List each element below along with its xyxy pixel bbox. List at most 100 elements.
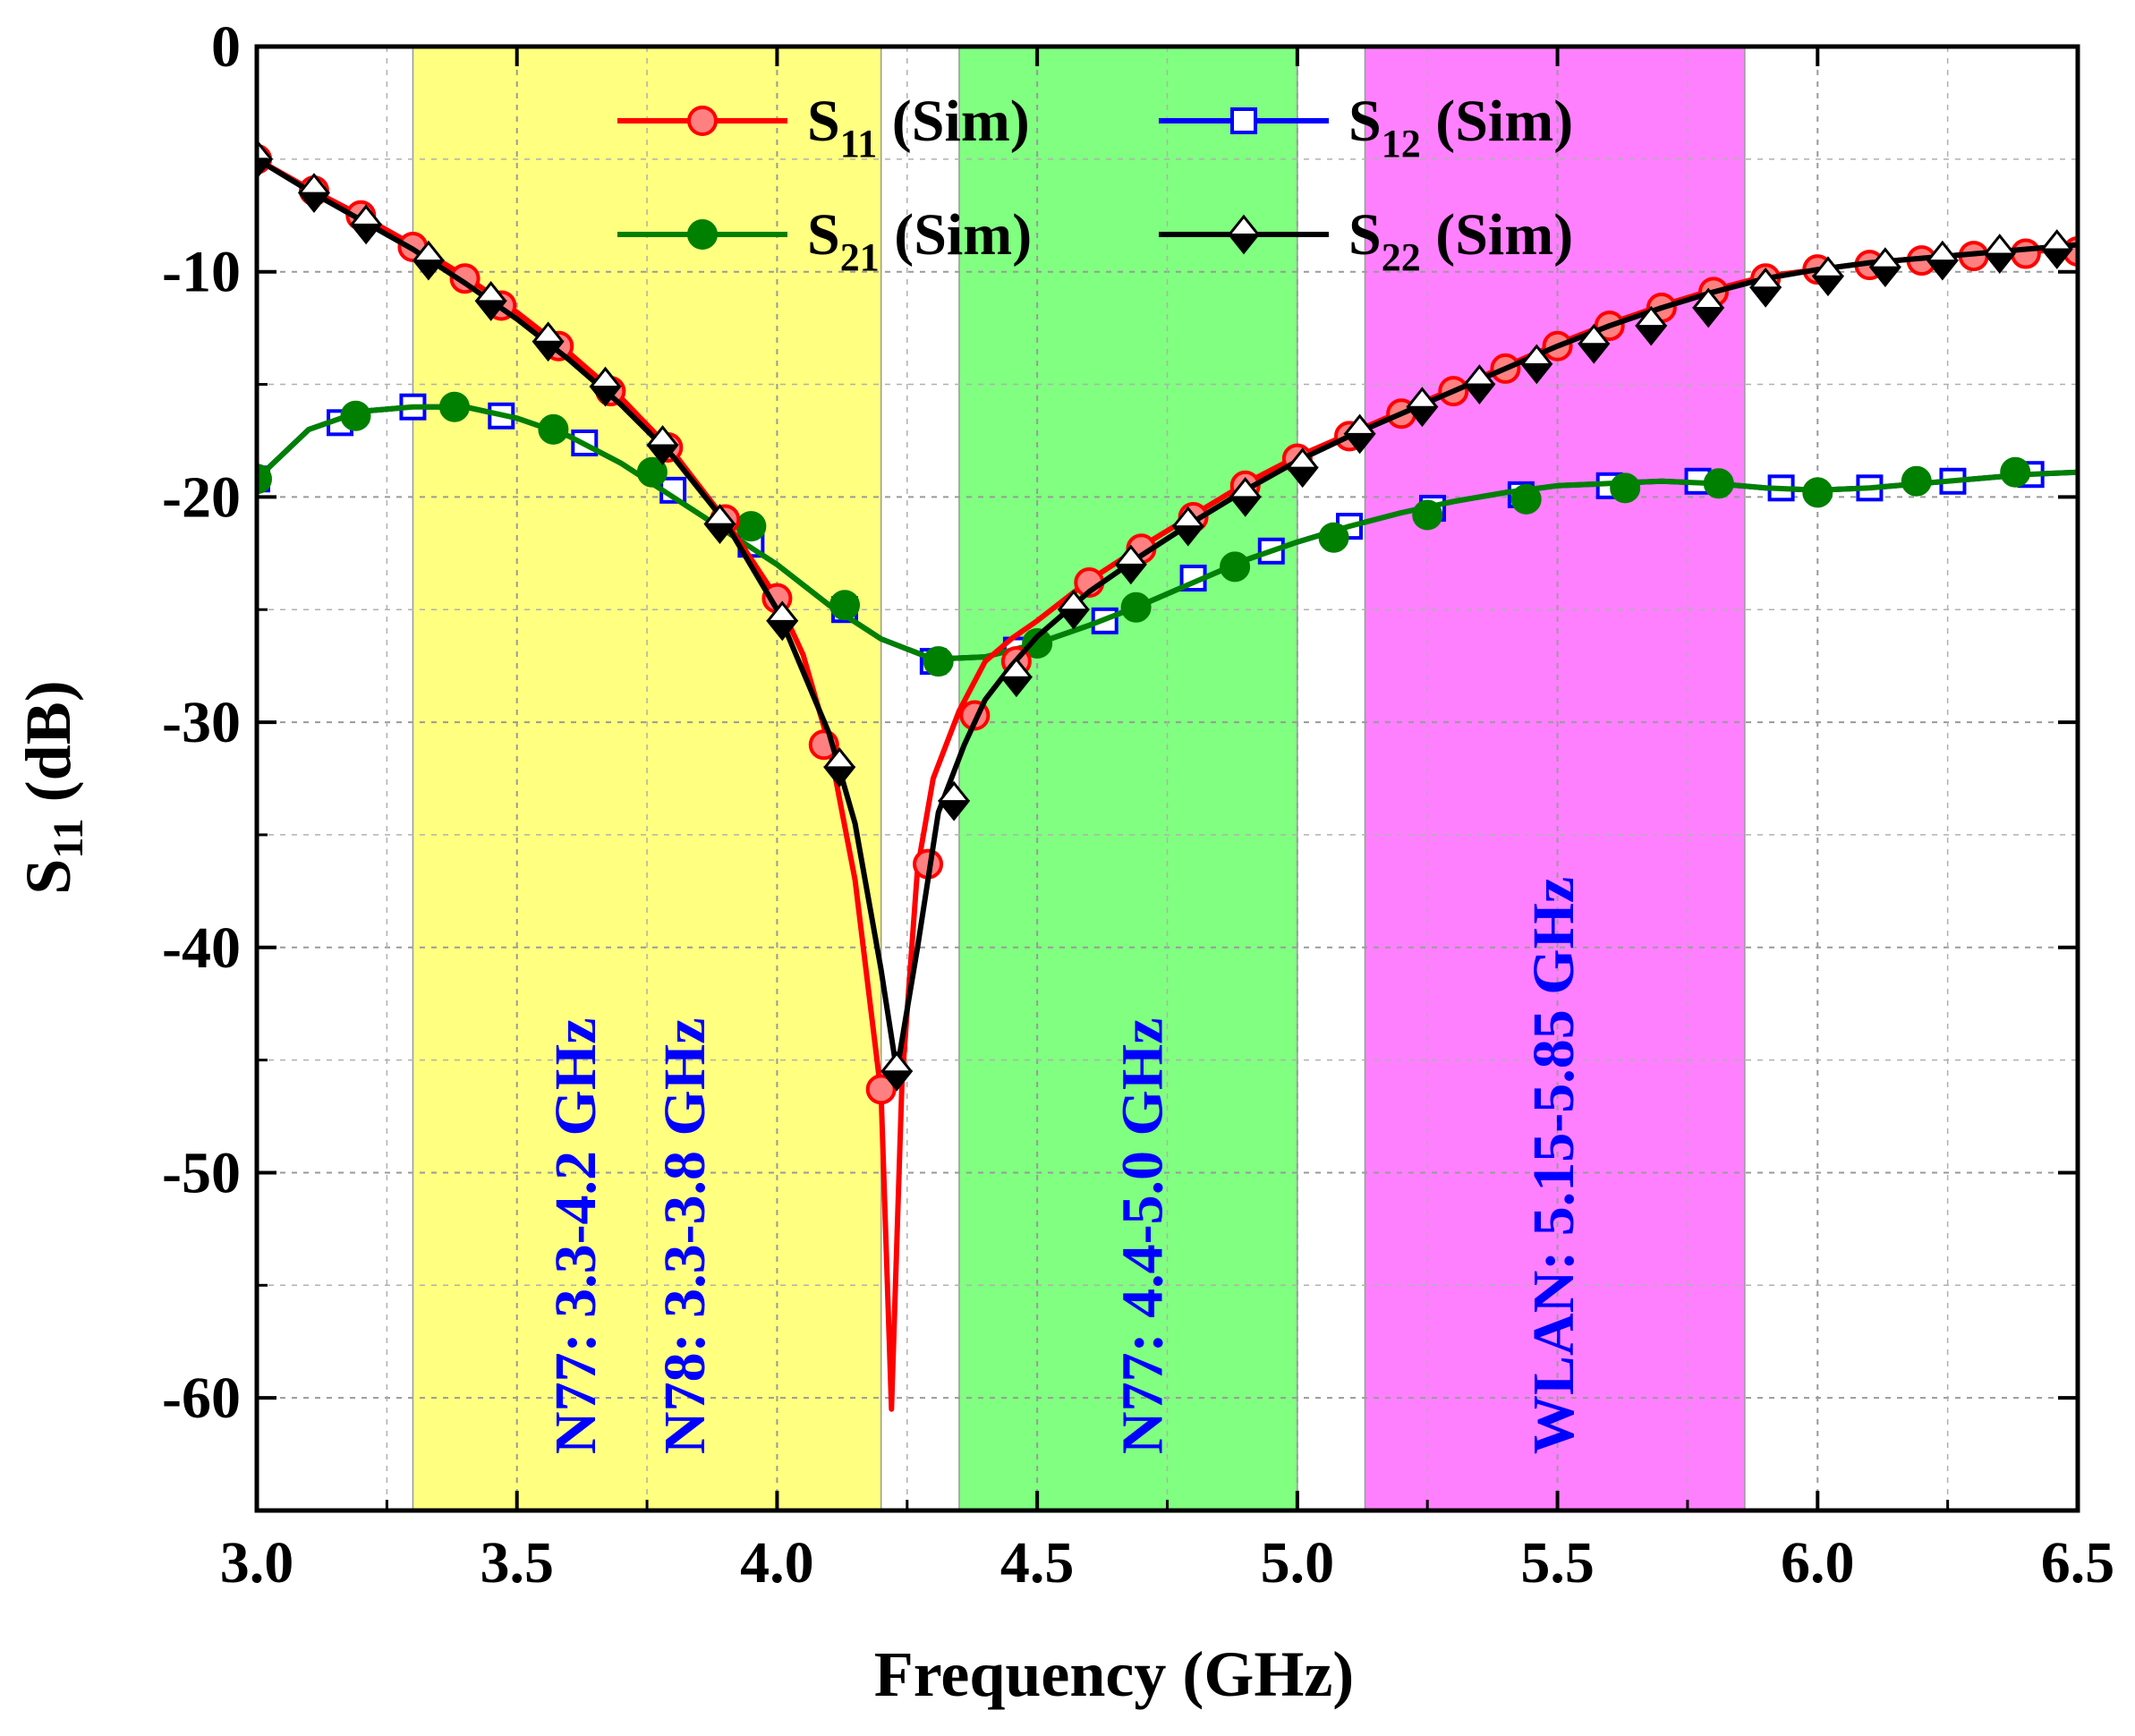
x-tick-label: 3.0 <box>220 1530 294 1596</box>
legend-label-tail: (Sim) <box>877 89 1029 154</box>
y-axis-title-sub: 11 <box>45 818 92 858</box>
marker-21 <box>1318 522 1349 553</box>
legend-label-tail: (Sim) <box>880 202 1032 268</box>
marker-22 <box>646 425 679 465</box>
marker-22-bottom <box>1520 362 1553 384</box>
band-label-0-1: N78: 3.3-3.8 GHz <box>652 1017 718 1454</box>
marker-22-bottom <box>1406 405 1439 427</box>
marker-22 <box>589 366 622 407</box>
marker-21 <box>736 511 767 542</box>
marker-22 <box>1926 240 1959 281</box>
marker-22-bottom <box>1463 383 1496 404</box>
y-axis-title-main: S <box>13 859 84 895</box>
marker-22 <box>1229 476 1262 517</box>
marker-22 <box>1520 344 1553 385</box>
x-tick-label: 4.0 <box>740 1530 814 1596</box>
y-tick-label: -20 <box>162 464 241 530</box>
marker-22 <box>297 173 331 214</box>
y-tick-label: -10 <box>162 240 241 305</box>
legend-label-tail: (Sim) <box>1421 202 1573 268</box>
marker-22 <box>412 240 445 281</box>
y-tick-label: -50 <box>162 1140 241 1205</box>
marker-22-bottom <box>1983 252 2016 274</box>
marker-22 <box>1749 267 1782 308</box>
band-label-1-0: N77: 4.4-5.0 GHz <box>1110 1017 1176 1454</box>
marker-22-bottom <box>1635 325 1668 345</box>
marker-21 <box>438 391 470 422</box>
marker-22 <box>999 657 1033 698</box>
marker-21 <box>340 400 371 431</box>
x-tick-label: 5.0 <box>1261 1530 1335 1596</box>
series-layer <box>257 139 2078 1412</box>
marker-22-bottom <box>766 619 799 641</box>
marker-22 <box>2040 229 2073 269</box>
marker-22 <box>532 321 565 362</box>
marker-22 <box>766 600 799 642</box>
legend-item-11: S11 (Sim) <box>617 89 1030 166</box>
legend-label: S11 (Sim) <box>807 89 1030 166</box>
marker-22-bottom <box>1229 496 1262 516</box>
legend-marker-bottom <box>1227 234 1261 254</box>
marker-22-bottom <box>880 1070 914 1091</box>
marker-11 <box>865 1074 897 1105</box>
marker-22-bottom <box>1171 525 1204 546</box>
marker-21 <box>923 646 954 677</box>
x-tick-label: 6.0 <box>1781 1530 1855 1596</box>
x-tick-label: 4.5 <box>1000 1530 1075 1596</box>
legend-label-sub: 22 <box>1382 235 1421 279</box>
band-2 <box>1364 46 1746 1511</box>
marker-22 <box>1406 387 1439 428</box>
marker-21 <box>1120 591 1152 623</box>
series-22 <box>257 139 2078 1092</box>
marker-22-bottom <box>1811 275 1844 296</box>
marker-21 <box>1901 465 1932 497</box>
y-tick-label: 0 <box>211 14 241 80</box>
marker-22 <box>1811 256 1844 297</box>
marker-22 <box>938 780 971 821</box>
marker-22-bottom <box>703 523 736 544</box>
marker-22 <box>1171 506 1204 547</box>
marker-22-bottom <box>1114 563 1147 584</box>
grid-layer <box>257 47 2078 1510</box>
marker-21 <box>829 590 861 621</box>
y-tick-label: -30 <box>162 690 241 755</box>
marker-22-bottom <box>1578 343 1611 363</box>
y-axis-title: S11 (dB) <box>13 680 92 894</box>
marker-21 <box>2000 456 2031 488</box>
marker-22-bottom <box>350 223 383 244</box>
marker-22-bottom <box>297 191 331 213</box>
marker-22 <box>1983 234 2016 274</box>
marker-22-bottom <box>2040 248 2073 269</box>
marker-22-bottom <box>1926 260 1959 280</box>
legend-marker <box>1227 214 1261 255</box>
marker-22-bottom <box>412 260 445 280</box>
series-21 <box>257 391 2078 677</box>
marker-22 <box>1057 589 1090 630</box>
legend-label-main: S <box>807 89 840 154</box>
marker-22 <box>1114 544 1147 585</box>
y-axis-title-unit: (dB) <box>13 680 84 818</box>
band-label-0-0: N77: 3.3-4.2 GHz <box>543 1017 608 1454</box>
legend-label-sub: 11 <box>840 122 878 166</box>
x-tick-label: 3.5 <box>480 1530 554 1596</box>
marker-22 <box>1343 413 1376 455</box>
legend-label: S22 (Sim) <box>1348 202 1573 279</box>
marker-22-bottom <box>532 340 565 362</box>
marker-22 <box>1286 447 1319 489</box>
marker-22-bottom <box>1286 466 1319 488</box>
tick-layer: 3.0 3.5 4.0 4.5 5.0 5.5 6.0 6.5 0 -10 -20 -30 -40 -50… <box>162 14 2114 1596</box>
marker-22 <box>350 204 383 245</box>
marker-22-bottom <box>1749 286 1782 307</box>
marker-21 <box>1412 499 1443 531</box>
marker-22-bottom <box>257 157 274 179</box>
legend-marker <box>1230 107 1257 134</box>
marker-22-bottom <box>1343 432 1376 454</box>
x-axis-title: Frequency (GHz) <box>874 1638 1355 1710</box>
marker-22-bottom <box>823 766 856 787</box>
legend-label-main: S <box>807 202 840 268</box>
legend-item-21: S21 (Sim) <box>617 202 1032 279</box>
marker-22-bottom <box>1868 266 1901 287</box>
marker-22 <box>1868 247 1901 288</box>
